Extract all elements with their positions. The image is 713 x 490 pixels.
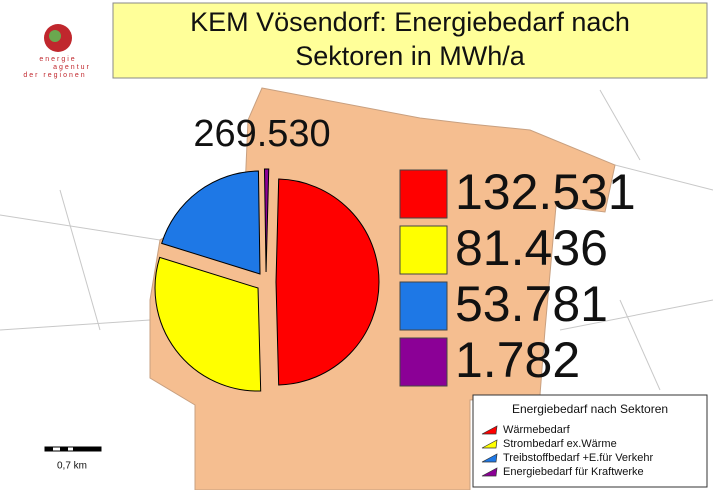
scale-bar [44, 446, 102, 452]
chart-title: KEM Vösendorf: Energiebedarf nach [190, 7, 630, 37]
legend-label: Wärmebedarf [503, 424, 571, 436]
pie-slice [161, 170, 261, 275]
value-swatch [399, 225, 448, 275]
total-label: 269.530 [193, 113, 330, 155]
road [559, 299, 713, 331]
logo-icon [49, 30, 61, 42]
logo-text: energie [39, 56, 76, 63]
scale-label: 0,7 km [57, 461, 87, 472]
logo-text: der regionen [23, 72, 86, 79]
legend: Wärmebedarf Strombedarf ex.Wärme Treibstof… [481, 424, 653, 478]
pie-slice [263, 168, 270, 273]
road [0, 214, 161, 241]
legend-title: Energiebedarf nach Sektoren [512, 402, 668, 416]
scale-bar-segment [73, 447, 101, 451]
legend-label: Treibstoffbedarf +E.für Verkehr [503, 452, 653, 464]
value-label: 132.531 [455, 164, 636, 220]
value-swatch [399, 281, 448, 331]
title-box [112, 2, 708, 79]
legend-swatch [481, 439, 498, 449]
map-lines [0, 89, 713, 391]
value-label: 81.436 [455, 220, 608, 276]
road [59, 189, 101, 331]
legend-label: Strombedarf ex.Wärme [503, 438, 617, 450]
legend-swatch [481, 425, 498, 435]
scale-bar-segment [60, 447, 68, 451]
legend-box [472, 394, 708, 488]
value-swatch [399, 337, 448, 387]
pie [154, 168, 380, 392]
scale-bar-segment [45, 447, 53, 451]
road [619, 299, 661, 391]
road [599, 89, 641, 161]
value-swatch [399, 169, 448, 219]
logo-text: agentur [53, 64, 91, 71]
pie-slice [275, 178, 380, 386]
pie-slice [154, 256, 262, 392]
legend-swatch [481, 453, 498, 463]
road [614, 164, 713, 191]
legend-label: Energiebedarf für Kraftwerke [503, 466, 644, 478]
value-label: 1.782 [455, 332, 580, 388]
chart-title: Sektoren in MWh/a [295, 41, 526, 71]
road [0, 319, 151, 331]
value-label: 53.781 [455, 276, 608, 332]
legend-swatch [481, 467, 498, 477]
title-text: KEM Vösendorf: Energiebedarf nach [190, 7, 630, 37]
